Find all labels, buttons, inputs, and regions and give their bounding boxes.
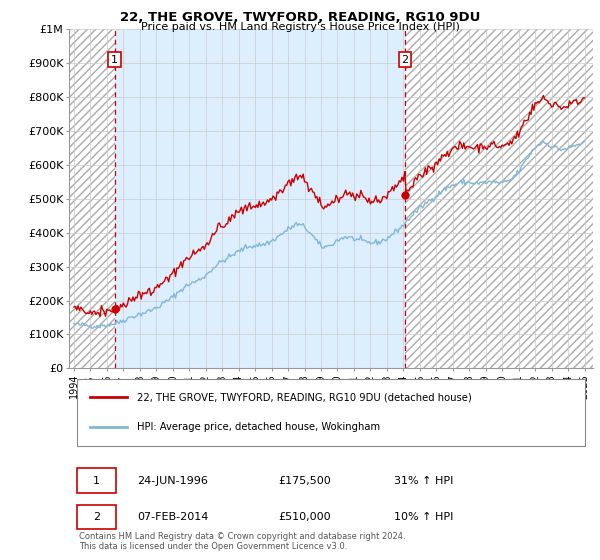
FancyBboxPatch shape — [77, 505, 116, 529]
Text: 24-JUN-1996: 24-JUN-1996 — [137, 476, 208, 486]
Text: 22, THE GROVE, TWYFORD, READING, RG10 9DU: 22, THE GROVE, TWYFORD, READING, RG10 9D… — [120, 11, 480, 24]
Text: 1: 1 — [93, 476, 100, 486]
Text: HPI: Average price, detached house, Wokingham: HPI: Average price, detached house, Woki… — [137, 422, 380, 432]
Text: 2: 2 — [401, 55, 409, 64]
Text: 2: 2 — [93, 512, 100, 522]
Text: 31% ↑ HPI: 31% ↑ HPI — [394, 476, 453, 486]
Text: £510,000: £510,000 — [278, 512, 331, 522]
Bar — [115, 29, 405, 368]
FancyBboxPatch shape — [77, 468, 116, 493]
Text: 07-FEB-2014: 07-FEB-2014 — [137, 512, 208, 522]
Text: Price paid vs. HM Land Registry's House Price Index (HPI): Price paid vs. HM Land Registry's House … — [140, 22, 460, 32]
Text: 1: 1 — [111, 55, 118, 64]
Bar — [69, 29, 115, 368]
Text: £175,500: £175,500 — [278, 476, 331, 486]
Text: 22, THE GROVE, TWYFORD, READING, RG10 9DU (detached house): 22, THE GROVE, TWYFORD, READING, RG10 9D… — [137, 393, 472, 402]
Text: 10% ↑ HPI: 10% ↑ HPI — [394, 512, 453, 522]
Text: Contains HM Land Registry data © Crown copyright and database right 2024.
This d: Contains HM Land Registry data © Crown c… — [79, 532, 406, 551]
FancyBboxPatch shape — [77, 379, 585, 446]
Bar — [405, 29, 593, 368]
